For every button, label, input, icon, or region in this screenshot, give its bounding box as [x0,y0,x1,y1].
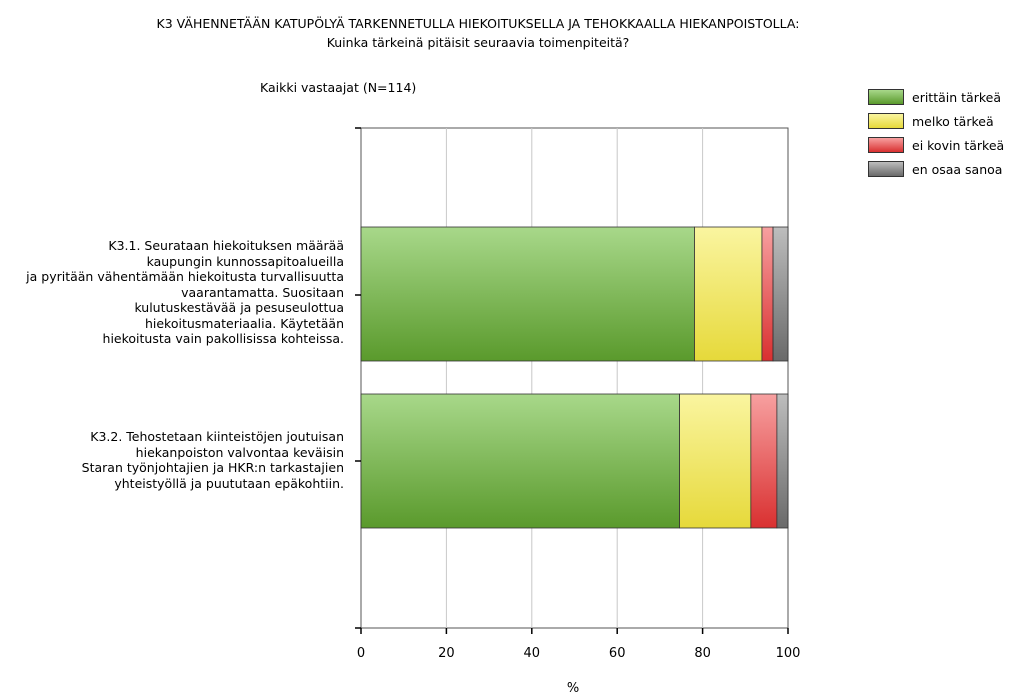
bar-segment [750,393,778,529]
legend-swatch [868,113,904,129]
bar-segment [360,226,695,362]
legend-swatch [868,137,904,153]
legend-item: erittäin tärkeä [868,85,1004,109]
chart-title-line-1: K3 VÄHENNETÄÄN KATUPÖLYÄ TARKENNETULLA H… [156,16,800,31]
bar-segment [679,393,752,529]
legend-swatch [868,161,904,177]
legend-label: erittäin tärkeä [912,89,1001,105]
legend-label: en osaa sanoa [912,161,1003,177]
x-tick-label: 40 [524,646,541,661]
legend-item: ei kovin tärkeä [868,133,1004,157]
x-tick-label: 100 [776,646,801,661]
x-tick-label: 60 [609,646,626,661]
legend-item: en osaa sanoa [868,157,1004,181]
category-label-k3-1: K3.1. Seurataan hiekoituksen määrää kaup… [26,238,344,346]
bar-segment [761,226,774,362]
chart-title: K3 VÄHENNETÄÄN KATUPÖLYÄ TARKENNETULLA H… [0,14,956,52]
x-tick-label: 0 [357,646,365,661]
legend-label: ei kovin tärkeä [912,137,1005,153]
bar-segment [360,393,680,529]
bar-segment [776,393,789,529]
plot-area [360,127,789,629]
legend: erittäin tärkeä melko tärkeä ei kovin tä… [868,85,1004,181]
bar-segment [772,226,789,362]
category-label-k3-2: K3.2. Tehostetaan kiinteistöjen joutuisa… [81,429,344,491]
legend-swatch [868,89,904,105]
legend-label: melko tärkeä [912,113,994,129]
x-axis-label: % [567,681,579,696]
legend-item: melko tärkeä [868,109,1004,133]
respondent-group-label: Kaikki vastaajat (N=114) [260,80,417,95]
bar-segment [694,226,763,362]
chart-title-line-2: Kuinka tärkeinä pitäisit seuraavia toime… [326,35,630,50]
x-tick-label: 20 [438,646,455,661]
x-tick-label: 80 [694,646,711,661]
